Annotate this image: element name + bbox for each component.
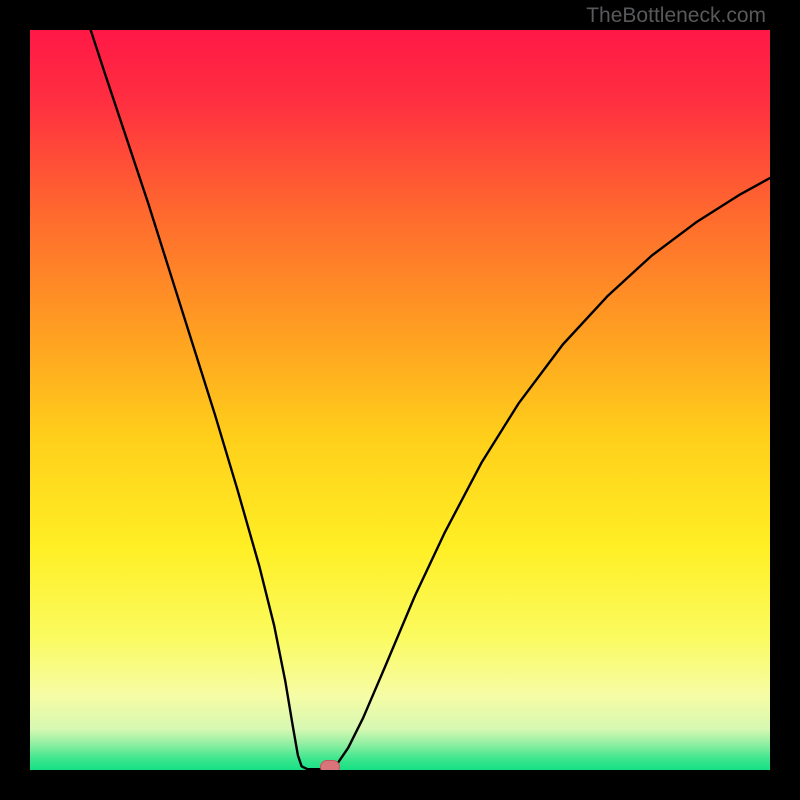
plot-area — [30, 30, 770, 770]
chart-frame: TheBottleneck.com — [0, 0, 800, 800]
watermark-text: TheBottleneck.com — [586, 4, 766, 28]
minimum-marker — [320, 760, 340, 770]
bottleneck-curve — [30, 30, 770, 770]
